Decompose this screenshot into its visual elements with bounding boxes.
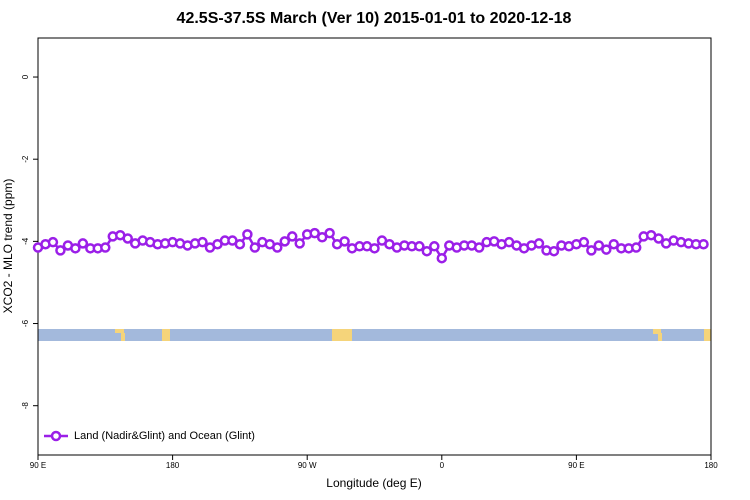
land-patch [121, 333, 125, 341]
y-tick-label: -2 [21, 155, 30, 163]
land-patch [658, 333, 662, 341]
x-axis-label: Longitude (deg E) [326, 476, 421, 490]
y-tick-label: -6 [21, 319, 30, 327]
data-point [272, 242, 283, 253]
y-axis-label: XCO2 - MLO trend (ppm) [1, 179, 15, 314]
y-tick-label: 0 [21, 74, 30, 79]
data-point [286, 231, 298, 242]
data-point [47, 236, 59, 248]
x-tick-label: 90 E [30, 461, 46, 470]
chart-title: 42.5S-37.5S March (Ver 10) 2015-01-01 to… [177, 10, 572, 27]
data-point [316, 232, 328, 243]
data-point [197, 236, 208, 248]
ocean-band [38, 329, 711, 341]
land-patch [332, 329, 352, 341]
data-point [309, 227, 320, 239]
data-point [436, 252, 448, 264]
data-point [339, 236, 350, 247]
data-point [548, 245, 560, 257]
x-tick-label: 180 [704, 461, 718, 470]
data-point [234, 238, 246, 250]
y-tick-label: -8 [21, 402, 30, 410]
data-point [608, 238, 620, 250]
data-point [70, 243, 81, 254]
data-point [414, 241, 425, 252]
data-point [55, 245, 66, 256]
land-patch [704, 329, 711, 341]
x-tick-label: 90 E [568, 461, 584, 470]
x-tick-label: 180 [166, 461, 180, 470]
data-point [324, 227, 335, 239]
data-point [533, 238, 545, 249]
data-point [601, 244, 612, 255]
legend-label: Land (Nadir&Glint) and Ocean (Glint) [74, 430, 255, 442]
data-point [242, 229, 253, 240]
land-patch [115, 329, 124, 333]
data-point [578, 236, 590, 248]
land-patch [653, 329, 661, 334]
data-point [122, 233, 133, 244]
x-tick-label: 90 W [298, 461, 317, 470]
data-point [630, 242, 642, 253]
data-point [77, 238, 89, 249]
data-point [421, 245, 433, 257]
data-point [473, 242, 485, 253]
y-tick-label: -4 [21, 237, 30, 245]
data-point [249, 242, 261, 253]
data-point [429, 241, 440, 252]
data-point [294, 238, 305, 249]
data-point [653, 233, 664, 244]
data-point [279, 236, 291, 247]
data-point [698, 238, 709, 250]
x-tick-label: 0 [440, 461, 445, 470]
data-point [100, 242, 111, 253]
land-patch [162, 329, 170, 341]
legend-marker [50, 430, 62, 442]
data-point [593, 240, 605, 251]
land-ocean-mask [38, 329, 711, 341]
data-point [369, 243, 380, 254]
data-point [586, 245, 597, 256]
